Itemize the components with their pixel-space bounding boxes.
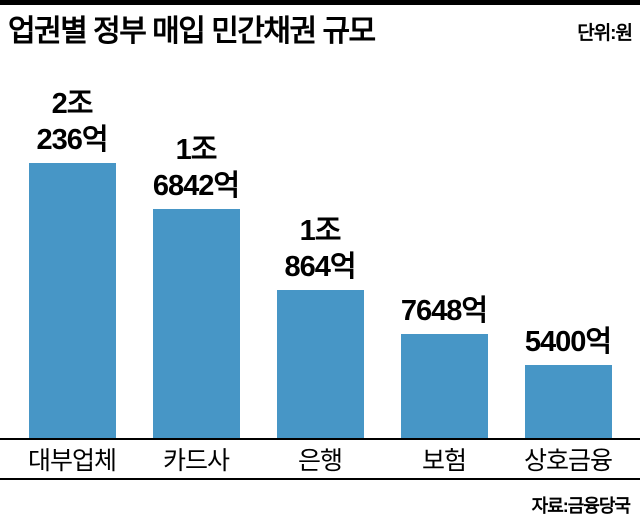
chart-header: 업권별 정부 매입 민간채권 규모 단위:원 <box>8 15 633 48</box>
bar-value-label: 1조 6842억 <box>152 134 240 202</box>
bar-column: 1조 864억 <box>259 214 381 438</box>
bar-column: 2조 236억 <box>11 87 133 438</box>
bar-value-label: 2조 236억 <box>36 88 108 156</box>
category-label: 은행 <box>297 447 343 475</box>
category-label: 카드사 <box>162 447 230 475</box>
category-label: 보험 <box>421 447 467 475</box>
category-label: 상호금융 <box>523 447 613 475</box>
category-label: 대부업체 <box>27 447 117 475</box>
bar <box>524 365 612 438</box>
bar <box>276 290 364 438</box>
bar-chart-plot-area: 2조 236억 1조 6842억 1조 864억 7648억 5400억 <box>0 88 640 440</box>
bar <box>152 209 240 438</box>
bar <box>28 163 116 438</box>
bar-value-label: 5400억 <box>524 325 612 358</box>
chart-title: 업권별 정부 매입 민간채권 규모 <box>8 15 376 48</box>
source-label: 자료:금융당국 <box>531 496 631 516</box>
bar <box>400 334 488 438</box>
unit-label: 단위:원 <box>577 23 633 44</box>
bar-column: 7648억 <box>383 294 505 438</box>
bar-value-label: 1조 864억 <box>284 215 356 283</box>
bar-value-label: 7648억 <box>400 294 488 327</box>
category-axis: 대부업체 카드사 은행 보험 상호금융 <box>0 440 640 480</box>
bar-column: 5400억 <box>507 325 629 438</box>
bar-column: 1조 6842억 <box>135 133 257 438</box>
